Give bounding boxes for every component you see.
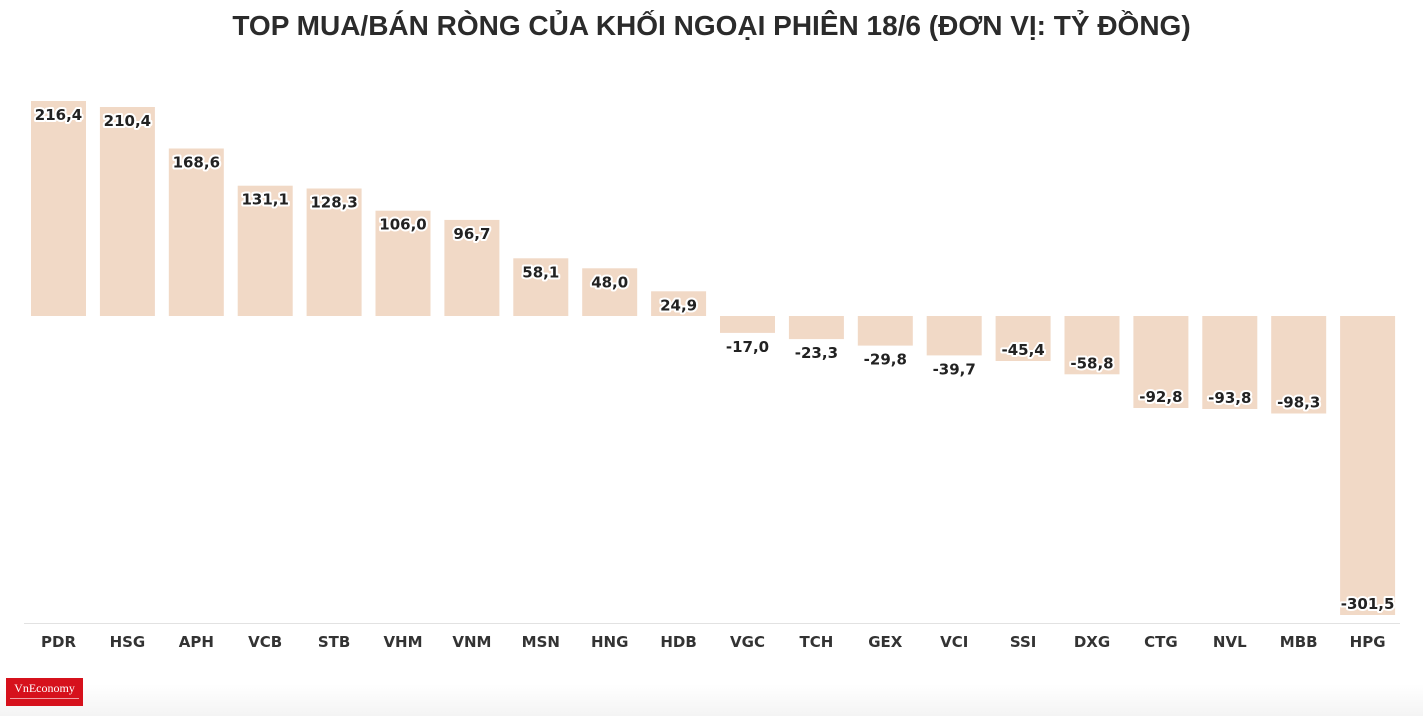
bar-tch	[788, 316, 844, 340]
bar-hpg	[1340, 316, 1396, 615]
chart-title: TOP MUA/BÁN RÒNG CỦA KHỐI NGOẠI PHIÊN 18…	[232, 10, 1191, 41]
category-label-hsg: HSG	[110, 633, 146, 651]
category-labels-group: PDR HSG APH VCB STB VHM VNM MSN HNG HDB VGC TCH GEX V…	[41, 633, 1386, 651]
value-label-hng: 48,0	[591, 273, 628, 291]
bar-aph	[168, 148, 224, 316]
logo-tagline-line	[10, 698, 79, 702]
bar-stb	[306, 188, 362, 316]
category-label-stb: STB	[318, 633, 350, 651]
bar-pdr	[31, 101, 86, 316]
value-label-vhm: 106,0	[379, 216, 426, 234]
category-label-vgc: VGC	[730, 633, 765, 651]
bar-vhm	[375, 210, 431, 316]
category-label-aph: APH	[179, 633, 214, 651]
category-label-pdr: PDR	[41, 633, 76, 651]
bar-hdb	[651, 291, 707, 316]
category-label-vcb: VCB	[248, 633, 282, 651]
bar-dxg	[1064, 316, 1120, 375]
bar-nvl	[1202, 316, 1258, 409]
category-label-ssi: SSI	[1010, 633, 1037, 651]
category-label-dxg: DXG	[1074, 633, 1110, 651]
bar-vgc	[720, 316, 775, 333]
category-label-gex: GEX	[868, 633, 903, 651]
value-label-mbb: -98,3	[1277, 394, 1320, 412]
category-label-mbb: MBB	[1280, 633, 1318, 651]
bar-vcb	[237, 185, 293, 316]
bars-group	[31, 101, 1396, 615]
footer-shade	[0, 684, 1423, 716]
bar-msn	[513, 258, 569, 316]
category-label-vnm: VNM	[452, 633, 491, 651]
bar-vci	[926, 316, 982, 356]
bar-hng	[582, 268, 638, 316]
category-label-hdb: HDB	[660, 633, 696, 651]
value-label-stb: 128,3	[310, 194, 357, 212]
value-labels-group: 216,4 210,4 168,6 131,1 128,3 106,0 96,7 58,1 48…	[33, 104, 1397, 615]
value-label-hpg: -301,5	[1341, 595, 1395, 613]
category-label-msn: MSN	[522, 633, 560, 651]
bar-ctg	[1133, 316, 1189, 408]
value-label-vci: -39,7	[933, 360, 976, 378]
value-label-tch: -23,3	[795, 344, 838, 362]
category-label-vci: VCI	[940, 633, 968, 651]
vneconomy-logo: VnEconomy	[6, 678, 83, 706]
category-label-hng: HNG	[591, 633, 628, 651]
value-label-vgc: -17,0	[726, 338, 769, 356]
logo-text: VnEconomy	[14, 681, 75, 695]
bar-mbb	[1271, 316, 1327, 414]
value-label-vcb: 131,1	[241, 191, 288, 209]
value-label-nvl: -93,8	[1208, 389, 1251, 407]
value-label-aph: 168,6	[173, 154, 220, 172]
value-label-hdb: 24,9	[660, 296, 697, 314]
category-label-vhm: VHM	[383, 633, 422, 651]
category-label-nvl: NVL	[1213, 633, 1247, 651]
category-label-ctg: CTG	[1144, 633, 1178, 651]
value-label-dxg: -58,8	[1070, 354, 1113, 372]
value-label-pdr: 216,4	[35, 106, 82, 124]
value-label-vnm: 96,7	[453, 225, 490, 243]
value-label-ssi: -45,4	[1001, 341, 1044, 359]
bar-ssi	[995, 316, 1051, 361]
value-label-gex: -29,8	[864, 351, 907, 369]
value-label-ctg: -92,8	[1139, 388, 1182, 406]
value-label-msn: 58,1	[522, 263, 559, 281]
bar-hsg	[99, 107, 155, 316]
bar-gex	[857, 316, 913, 346]
bar-vnm	[444, 219, 500, 316]
value-label-hsg: 210,4	[104, 112, 151, 130]
category-label-hpg: HPG	[1350, 633, 1386, 651]
category-label-tch: TCH	[800, 633, 834, 651]
